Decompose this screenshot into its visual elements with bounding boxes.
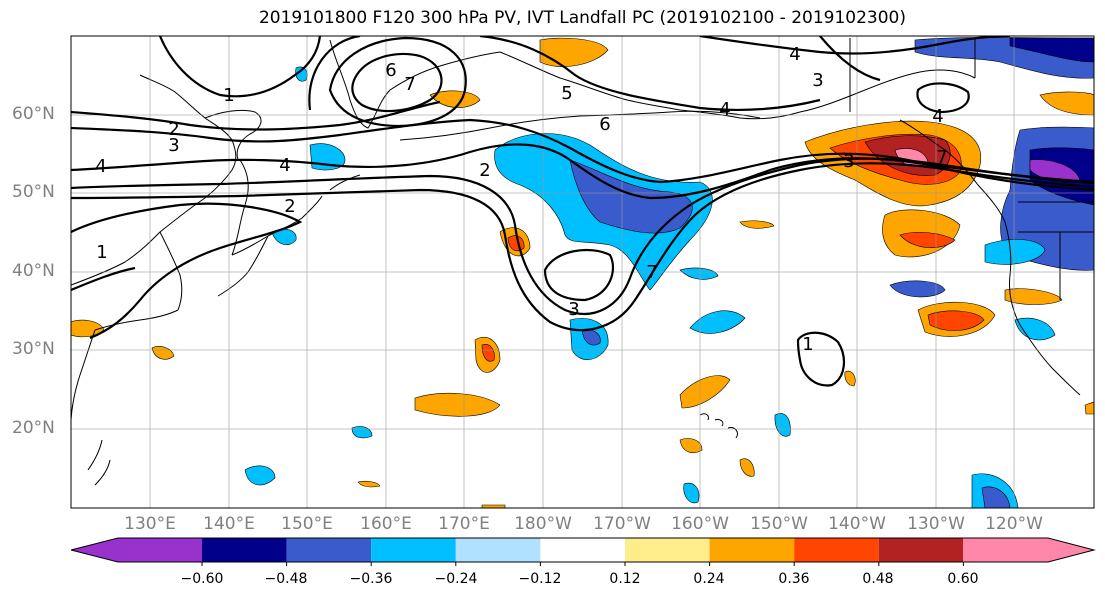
colorbar-segment [794, 538, 879, 562]
contour-label: 4 [932, 106, 943, 127]
colorbar-segment [286, 538, 372, 562]
contour-label: 4 [719, 99, 730, 120]
lat-label: 30°N [12, 339, 55, 359]
lon-label: 180°W [514, 514, 572, 534]
colorbar-segment [625, 538, 710, 562]
lon-label: 170°E [438, 514, 490, 534]
contour-label: 7 [646, 262, 657, 283]
contour-label: 2 [284, 196, 295, 217]
lat-label: 50°N [12, 182, 55, 202]
contour-label: 1 [96, 242, 107, 263]
lon-label: 160°W [671, 514, 729, 534]
lon-label: 140°E [203, 514, 255, 534]
contour-label: 7 [404, 74, 415, 95]
coastlines [71, 38, 1094, 486]
colorbar-tick-label: −0.24 [434, 571, 478, 587]
lon-label: 150°E [281, 514, 333, 534]
colorbar-tick-label: −0.48 [264, 571, 308, 587]
contour-label: 3 [168, 135, 179, 156]
contour-label: 4 [279, 155, 290, 176]
colorbar-segment [455, 538, 541, 562]
colorbar-outline [70, 537, 1096, 563]
contour-label: 3 [843, 151, 854, 172]
contour-label: 3 [568, 299, 579, 320]
lat-label: 20°N [12, 418, 55, 438]
colorbar-segment [202, 538, 287, 562]
map-frame [70, 35, 1095, 509]
colorbar-segment [371, 538, 456, 562]
contour-label: 2 [479, 160, 490, 181]
colorbar-segment [540, 538, 625, 562]
colorbar-tick-label: 0.48 [862, 571, 894, 587]
contour-label: 2 [168, 119, 179, 140]
colorbar-segment [709, 538, 795, 562]
colorbar-tick-label: 0.36 [778, 571, 810, 587]
map-plot-area: 1 2 3 4 5 6 7 2 4 2 1 6 3 4 4 3 3 4 1 7 … [71, 36, 1094, 508]
gridlines [71, 36, 1094, 508]
colorbar-tick-label: 0.12 [609, 571, 641, 587]
contour-label: 1 [223, 85, 234, 106]
contour-label: 6 [599, 114, 610, 135]
colorbar-segment [963, 538, 1094, 562]
contour-label: 3 [812, 70, 823, 91]
colorbar-tick-label: 0.60 [947, 571, 979, 587]
lon-label: 120°W [985, 514, 1043, 534]
colorbar-segment [71, 538, 202, 562]
lon-label: 130°W [907, 514, 965, 534]
contour-label: 4 [789, 44, 800, 65]
lat-label: 60°N [12, 104, 55, 124]
lat-label: 40°N [12, 261, 55, 281]
contour-label: 5 [561, 83, 572, 104]
map-title: 2019101800 F120 300 hPa PV, IVT Landfall… [258, 8, 906, 28]
colorbar-segment [878, 538, 964, 562]
lon-label: 130°E [124, 514, 176, 534]
colorbar-tick-label: 0.24 [693, 571, 725, 587]
colorbar-tick-label: −0.60 [180, 571, 224, 587]
contour-label: 7 [936, 147, 947, 168]
contour-label: 4 [95, 156, 106, 177]
lon-label: 170°W [593, 514, 651, 534]
colorbar [70, 537, 1096, 566]
lon-label: 160°E [360, 514, 412, 534]
pv-contours [71, 36, 1094, 387]
contour-labels: 1 2 3 4 5 6 7 2 4 2 1 6 3 4 4 3 3 4 1 7 … [95, 44, 947, 355]
colorbar-tick-label: −0.12 [518, 571, 562, 587]
colorbar-tick-label: −0.36 [349, 571, 393, 587]
lon-label: 140°W [828, 514, 886, 534]
contour-label: 1 [802, 334, 813, 355]
lon-label: 150°W [750, 514, 808, 534]
contour-label: 6 [385, 60, 396, 81]
